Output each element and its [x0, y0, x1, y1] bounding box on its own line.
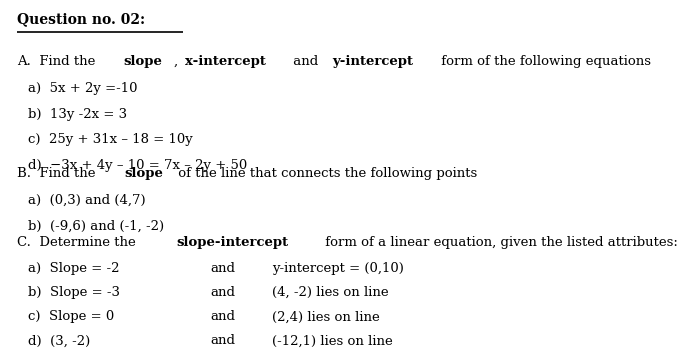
Text: and: and [289, 55, 322, 68]
Text: A.  Find the: A. Find the [17, 55, 100, 68]
Text: and: and [210, 310, 235, 323]
Text: c)  Slope = 0: c) Slope = 0 [28, 310, 114, 323]
Text: a)  (0,3) and (4,7): a) (0,3) and (4,7) [28, 193, 145, 207]
Text: b)  Slope = -3: b) Slope = -3 [28, 286, 120, 299]
Text: d)  −3x + 4y – 10 = 7x – 2y + 50: d) −3x + 4y – 10 = 7x – 2y + 50 [28, 159, 247, 173]
Text: form of the following equations: form of the following equations [437, 55, 651, 68]
Text: (4, -2) lies on line: (4, -2) lies on line [272, 286, 389, 299]
Text: (2,4) lies on line: (2,4) lies on line [272, 310, 380, 323]
Text: form of a linear equation, given the listed attributes:: form of a linear equation, given the lis… [320, 236, 677, 249]
Text: C.  Determine the: C. Determine the [17, 236, 141, 249]
Text: x-intercept: x-intercept [185, 55, 266, 68]
Text: d)  (3, -2): d) (3, -2) [28, 334, 90, 348]
Text: slope-intercept: slope-intercept [176, 236, 288, 249]
Text: (-12,1) lies on line: (-12,1) lies on line [272, 334, 393, 348]
Text: a)  Slope = -2: a) Slope = -2 [28, 262, 119, 275]
Text: a)  5x + 2y =-10: a) 5x + 2y =-10 [28, 82, 137, 95]
Text: b)  13y -2x = 3: b) 13y -2x = 3 [28, 108, 127, 121]
Text: Question no. 02:: Question no. 02: [17, 12, 145, 26]
Text: b)  (-9,6) and (-1, -2): b) (-9,6) and (-1, -2) [28, 219, 164, 233]
Text: slope: slope [124, 55, 163, 68]
Text: and: and [210, 262, 235, 275]
Text: and: and [210, 286, 235, 299]
Text: B.  Find the: B. Find the [17, 167, 100, 180]
Text: y-intercept = (0,10): y-intercept = (0,10) [272, 262, 404, 275]
Text: ,: , [174, 55, 183, 68]
Text: c)  25y + 31x – 18 = 10y: c) 25y + 31x – 18 = 10y [28, 133, 192, 147]
Text: of the line that connects the following points: of the line that connects the following … [174, 167, 477, 180]
Text: slope: slope [124, 167, 163, 180]
Text: y-intercept: y-intercept [332, 55, 413, 68]
Text: and: and [210, 334, 235, 348]
